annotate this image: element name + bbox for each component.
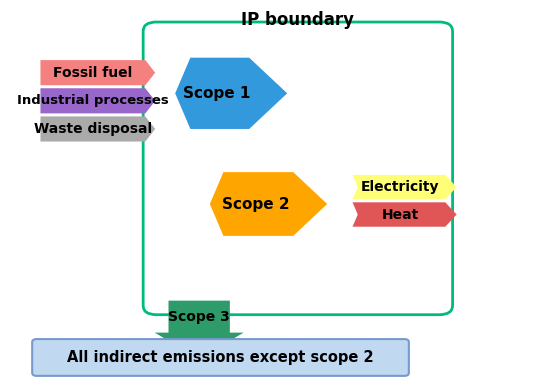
Polygon shape <box>353 175 456 199</box>
Text: IP boundary: IP boundary <box>241 11 354 29</box>
Polygon shape <box>41 116 155 141</box>
Text: Heat: Heat <box>382 208 419 222</box>
Polygon shape <box>155 301 244 359</box>
Text: Waste disposal: Waste disposal <box>34 122 152 136</box>
Text: Scope 2: Scope 2 <box>222 197 289 212</box>
Text: Scope 3: Scope 3 <box>168 310 230 324</box>
Text: All indirect emissions except scope 2: All indirect emissions except scope 2 <box>67 350 374 365</box>
Polygon shape <box>41 88 155 113</box>
FancyBboxPatch shape <box>32 339 409 376</box>
Polygon shape <box>175 58 287 129</box>
Text: Fossil fuel: Fossil fuel <box>53 66 133 80</box>
Polygon shape <box>353 202 456 227</box>
Text: Electricity: Electricity <box>361 180 440 194</box>
Text: Industrial processes: Industrial processes <box>17 94 169 107</box>
Text: Scope 1: Scope 1 <box>183 86 250 101</box>
Polygon shape <box>41 60 155 85</box>
Polygon shape <box>210 172 327 236</box>
